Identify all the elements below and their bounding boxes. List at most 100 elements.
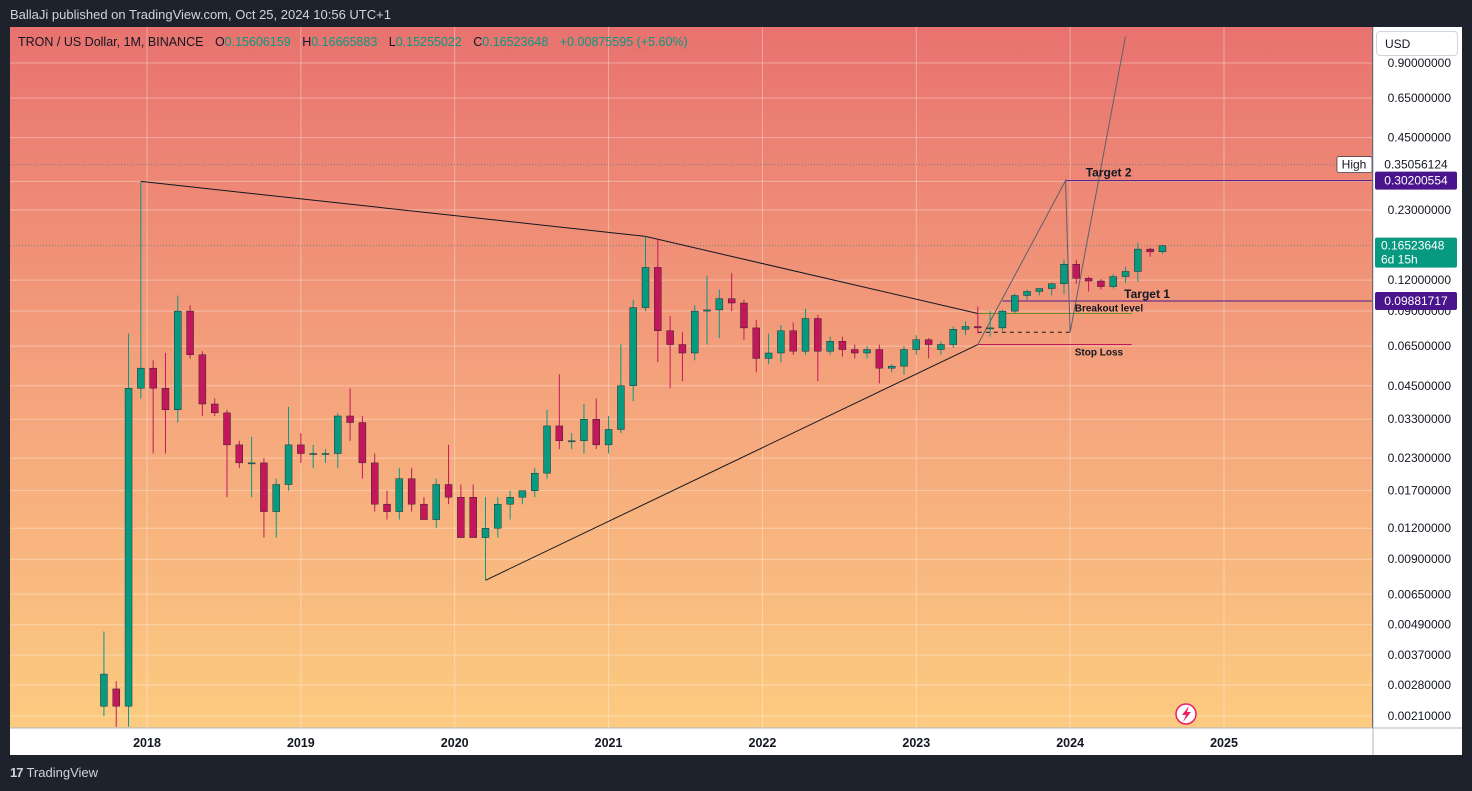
lightning-icon[interactable] (1175, 703, 1197, 725)
candle (297, 433, 305, 463)
y-tick-label: 0.90000000 (1388, 56, 1452, 70)
candle-body (100, 673, 108, 707)
candle (986, 311, 994, 337)
candle (998, 309, 1007, 331)
candle-body (432, 484, 440, 520)
high-tag-bg (1336, 156, 1373, 173)
candle (801, 308, 810, 355)
candle-body (284, 444, 293, 485)
candle-body (1047, 283, 1056, 289)
candle-body (334, 415, 342, 454)
current-price-tag-bg (1375, 237, 1457, 268)
candle (494, 497, 502, 538)
candle-body (752, 327, 760, 359)
candle-body (863, 349, 871, 354)
candle (1035, 288, 1044, 296)
candle (149, 360, 157, 454)
candle-body (567, 440, 576, 443)
high-label: H (302, 35, 312, 49)
candle (777, 325, 785, 363)
candle-body (875, 349, 884, 369)
candle-body (715, 298, 724, 311)
y-tick-label: 0.00900000 (1388, 552, 1452, 566)
y-tick-label: 0.23000000 (1388, 203, 1452, 217)
target2-price-tag: 0.30200554 (1375, 171, 1457, 190)
candle (531, 467, 539, 498)
candle (124, 333, 133, 727)
candle-body (346, 415, 354, 423)
candle (900, 346, 908, 375)
y-tick-label: 0.12000000 (1388, 273, 1452, 287)
symbol-ohlc-legend: TRON / US Dollar, 1M, BINANCE O0.1560615… (18, 35, 688, 49)
candle (506, 490, 514, 520)
x-tick-label: 2021 (595, 736, 623, 750)
price-axis-background (1373, 27, 1462, 728)
candle-body (641, 267, 650, 308)
candle-body (260, 462, 268, 512)
candle (666, 315, 674, 389)
candle-body (174, 310, 182, 411)
candle (334, 412, 342, 468)
y-tick-label: 0.01700000 (1388, 484, 1452, 498)
candle (1121, 266, 1130, 283)
candle (1047, 282, 1056, 296)
candle-body (1011, 295, 1019, 312)
symbol-title[interactable]: TRON / US Dollar, 1M, BINANCE (18, 35, 204, 49)
y-tick-label: 0.45000000 (1388, 131, 1452, 145)
candle-body (223, 412, 231, 446)
currency-selector[interactable]: USD (1376, 31, 1458, 56)
open-label: O (214, 35, 225, 49)
footer-brand[interactable]: 17 TradingView (10, 765, 98, 780)
x-tick-label: 2019 (287, 736, 315, 750)
candle (481, 497, 490, 581)
candle (1060, 259, 1068, 295)
candle-body (1084, 278, 1093, 282)
candle-body (826, 341, 834, 352)
candle-body (912, 339, 920, 350)
candle (383, 490, 391, 520)
candle-body (309, 453, 317, 455)
candle (1072, 259, 1080, 284)
candle (358, 415, 367, 479)
candle (727, 273, 736, 312)
candle-body (186, 310, 194, 355)
open-value: 0.15606159 (224, 35, 291, 49)
candle-body (383, 503, 391, 512)
y-tick-label: 0.01200000 (1388, 521, 1452, 535)
candle-body (604, 429, 613, 446)
candle-body (1134, 248, 1142, 272)
candle (284, 406, 293, 491)
candle (592, 398, 600, 450)
candle (949, 326, 957, 348)
time-axis-background (10, 728, 1462, 755)
low-value: 0.15255022 (395, 35, 462, 49)
candle-body (974, 326, 982, 329)
candle-body (358, 422, 367, 464)
close-value: 0.16523648 (482, 35, 549, 49)
candle (1011, 293, 1019, 314)
candle-body (1023, 291, 1031, 296)
candle-body (801, 318, 810, 352)
candle-body (124, 388, 133, 707)
candle (100, 631, 108, 716)
candle-body (580, 419, 588, 442)
candle-body (629, 307, 637, 386)
target1-price-tag-bg (1375, 292, 1457, 311)
candle-body (555, 425, 564, 442)
candle-body (112, 688, 120, 707)
candle-body (777, 330, 785, 354)
candle (223, 409, 231, 498)
candle (863, 346, 871, 359)
candle (703, 275, 711, 345)
triangle-lower-line (485, 344, 979, 581)
candle (937, 341, 945, 355)
candle-body (444, 484, 453, 498)
candle (654, 239, 662, 363)
candle (371, 453, 379, 512)
candle (444, 444, 453, 505)
target1-price-tag: 0.09881717 (1375, 292, 1457, 311)
candle-body (543, 425, 551, 474)
candle-body (851, 349, 859, 354)
